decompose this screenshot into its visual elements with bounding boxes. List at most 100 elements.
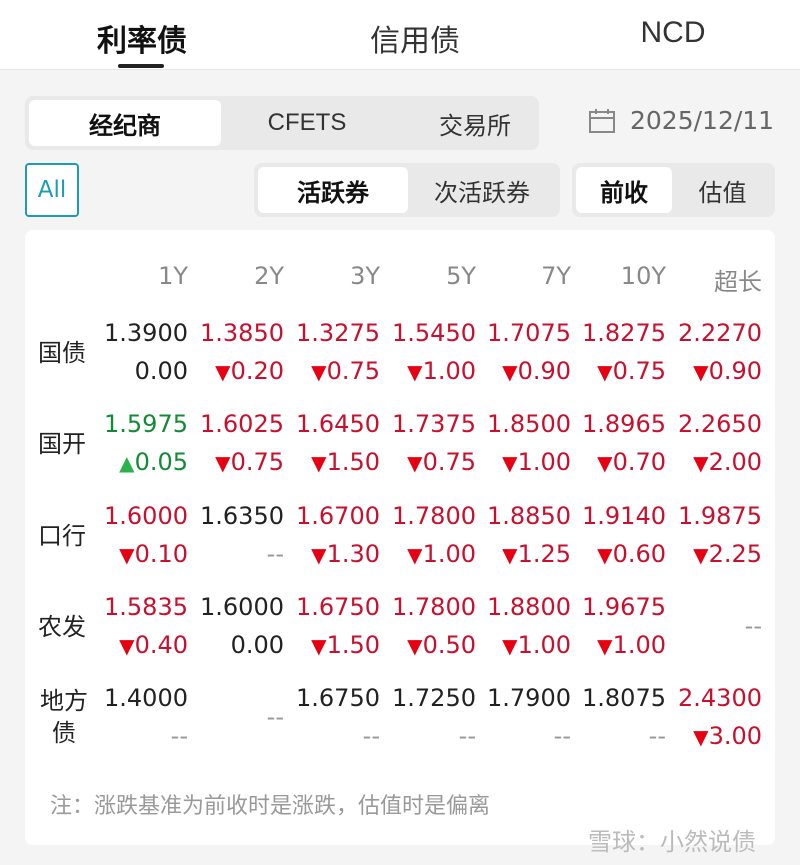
valuation-option[interactable]: 估值 — [698, 178, 747, 207]
yield-value: 1.8800 — [487, 593, 571, 621]
yield-change: ▼1.30 — [286, 539, 380, 570]
secondary-active-bond-option[interactable]: 次活跃券 — [434, 178, 530, 207]
change-value: 1.00 — [612, 631, 666, 659]
change-value: 0.60 — [612, 540, 666, 568]
yield-change: ▼2.00 — [668, 447, 762, 478]
yield-change: ▼0.75 — [572, 356, 666, 387]
triangle-down-icon: ▼ — [693, 725, 709, 749]
triangle-down-icon: ▼ — [119, 543, 135, 567]
yield-value: 1.6350 — [200, 502, 284, 530]
row-label: 国开 — [38, 430, 86, 458]
change-value: -- — [648, 722, 666, 750]
triangle-down-icon: ▼ — [502, 543, 518, 567]
change-value: 0.40 — [134, 631, 188, 659]
yield-value: 1.9140 — [582, 502, 666, 530]
triangle-down-icon: ▼ — [311, 451, 327, 475]
yield-value: 1.3900 — [104, 319, 188, 347]
triangle-down-icon: ▼ — [407, 451, 423, 475]
change-value: -- — [170, 722, 188, 750]
bond-type-segment: 活跃券 次活跃券 — [254, 163, 560, 217]
yield-change: -- — [477, 721, 571, 751]
triangle-down-icon: ▼ — [502, 360, 518, 384]
row-label: 地方债 — [40, 687, 88, 747]
yield-change: ▼0.70 — [572, 447, 666, 478]
column-header: 超长 — [714, 268, 762, 296]
yield-value: 1.7800 — [392, 593, 476, 621]
all-filter-button[interactable]: All — [25, 163, 79, 217]
date-picker[interactable]: 2025/12/11 — [588, 106, 774, 135]
change-value: 0.75 — [422, 448, 476, 476]
prev-close-option[interactable]: 前收 — [576, 167, 672, 213]
yield-value: 1.7375 — [392, 410, 476, 438]
triangle-down-icon: ▼ — [693, 451, 709, 475]
yield-value: 1.5450 — [392, 319, 476, 347]
triangle-down-icon: ▼ — [311, 360, 327, 384]
triangle-down-icon: ▼ — [693, 360, 709, 384]
yield-value: 2.2650 — [678, 410, 762, 438]
triangle-down-icon: ▼ — [311, 634, 327, 658]
triangle-down-icon: ▼ — [597, 360, 613, 384]
change-value: -- — [553, 722, 571, 750]
triangle-down-icon: ▼ — [597, 634, 613, 658]
yield-value: 2.2270 — [678, 319, 762, 347]
source-exchange[interactable]: 交易所 — [439, 111, 511, 140]
change-value: 0.90 — [708, 357, 762, 385]
yield-change: ▼1.50 — [286, 447, 380, 478]
source-broker[interactable]: 经纪商 — [29, 100, 221, 146]
yield-value: 1.6025 — [200, 410, 284, 438]
change-value: 0.50 — [422, 631, 476, 659]
change-value: -- — [362, 722, 380, 750]
empty-cell: -- — [744, 612, 762, 640]
change-value: 0.75 — [612, 357, 666, 385]
yield-value: 1.7250 — [392, 684, 476, 712]
change-value: 0.75 — [230, 448, 284, 476]
change-value: 1.25 — [517, 540, 571, 568]
yield-value: 1.5975 — [104, 410, 188, 438]
change-value: 2.25 — [708, 540, 762, 568]
yield-change: ▼0.75 — [190, 447, 284, 478]
triangle-down-icon: ▼ — [215, 360, 231, 384]
change-value: 0.00 — [230, 631, 284, 659]
change-value: 0.00 — [134, 357, 188, 385]
mode-segment: 前收 估值 — [572, 163, 775, 217]
yield-change: ▼1.00 — [477, 447, 571, 478]
yield-value: 1.6000 — [200, 593, 284, 621]
triangle-down-icon: ▼ — [407, 360, 423, 384]
triangle-down-icon: ▼ — [119, 634, 135, 658]
yield-value: 1.8275 — [582, 319, 666, 347]
yield-change: -- — [94, 721, 188, 751]
yield-change: ▼3.00 — [668, 721, 762, 752]
change-value: 1.50 — [326, 631, 380, 659]
triangle-down-icon: ▼ — [215, 451, 231, 475]
triangle-down-icon: ▼ — [693, 543, 709, 567]
top-tab-bar: 利率债 信用债 NCD — [0, 0, 800, 70]
change-value: 1.30 — [326, 540, 380, 568]
yield-value: 1.8075 — [582, 684, 666, 712]
column-header: 7Y — [541, 262, 571, 290]
yield-change: ▼1.25 — [477, 539, 571, 570]
yield-change: ▼0.60 — [572, 539, 666, 570]
column-header: 10Y — [620, 262, 666, 290]
row-label: 农发 — [38, 613, 86, 641]
source-cfets[interactable]: CFETS — [267, 109, 347, 136]
yield-value: 1.6700 — [296, 502, 380, 530]
tab-rate-bonds[interactable]: 利率债 — [97, 24, 187, 59]
yield-change: -- — [286, 721, 380, 751]
tab-credit-bonds[interactable]: 信用债 — [370, 24, 460, 59]
tab-ncd[interactable]: NCD — [640, 16, 706, 49]
footnote: 注：涨跌基准为前收时是涨跌，估值时是偏离 — [50, 794, 491, 819]
date-value: 2025/12/11 — [630, 106, 775, 135]
change-value: -- — [266, 540, 284, 568]
yield-value: 1.3850 — [200, 319, 284, 347]
active-bond-option[interactable]: 活跃券 — [258, 167, 408, 213]
yield-change: ▼0.40 — [94, 630, 188, 661]
yield-change: 0.00 — [190, 630, 284, 660]
yield-change: ▼1.00 — [572, 630, 666, 661]
yield-value: 1.8500 — [487, 410, 571, 438]
yield-change: ▼0.75 — [382, 447, 476, 478]
empty-cell: -- — [266, 703, 284, 731]
watermark: 雪球：小然说债 — [588, 828, 756, 856]
change-value: 0.20 — [230, 357, 284, 385]
change-value: 0.90 — [517, 357, 571, 385]
yield-change: ▼1.00 — [382, 539, 476, 570]
